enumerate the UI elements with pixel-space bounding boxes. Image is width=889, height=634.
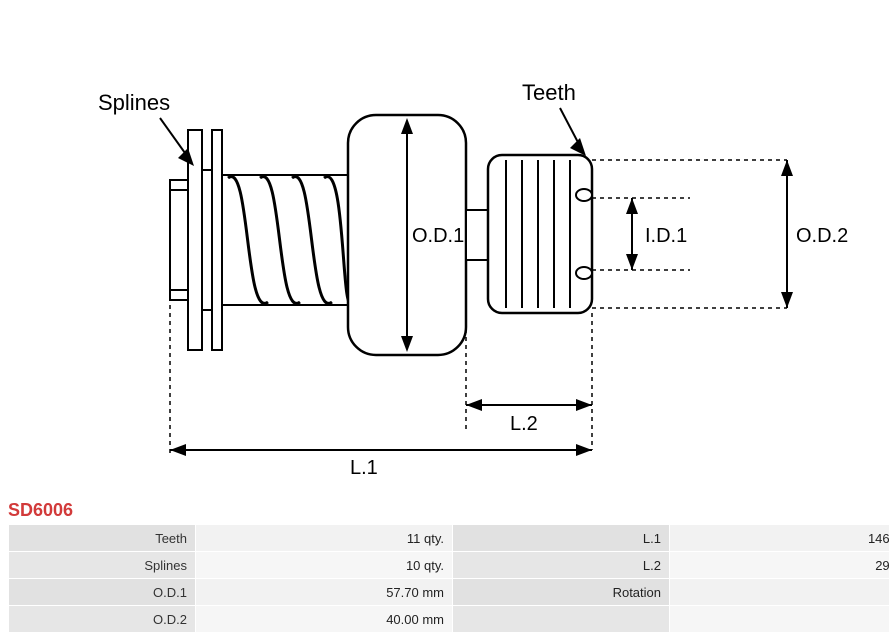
- spec-label: O.D.2: [9, 606, 195, 632]
- label-od2: O.D.2: [796, 225, 848, 247]
- spec-label: [453, 606, 669, 632]
- table-row: O.D.2 40.00 mm: [9, 606, 889, 632]
- table-row: Teeth 11 qty. L.1 146.60 mm: [9, 525, 889, 551]
- spec-label: Teeth: [9, 525, 195, 551]
- spec-value: 29.70 mm: [670, 552, 889, 578]
- table-row: Splines 10 qty. L.2 29.70 mm: [9, 552, 889, 578]
- label-teeth: Teeth: [522, 80, 576, 105]
- spec-value: 57.70 mm: [196, 579, 452, 605]
- spec-value: 11 qty.: [196, 525, 452, 551]
- table-row: O.D.1 57.70 mm Rotation CW: [9, 579, 889, 605]
- label-od1: O.D.1: [412, 225, 464, 247]
- part-code: SD6006: [8, 500, 73, 521]
- diagram-svg: O.D.1 O.D.2 I.D.1 L.2 L.1 Splines Teeth: [0, 10, 889, 490]
- spec-label: Rotation: [453, 579, 669, 605]
- spec-value: CW: [670, 579, 889, 605]
- spec-label: O.D.1: [9, 579, 195, 605]
- label-l1: L.1: [350, 457, 378, 479]
- diagram-area: O.D.1 O.D.2 I.D.1 L.2 L.1 Splines Teeth: [0, 10, 889, 490]
- label-l2: L.2: [510, 413, 538, 435]
- spec-label: Splines: [9, 552, 195, 578]
- spec-value: 40.00 mm: [196, 606, 452, 632]
- label-splines: Splines: [98, 90, 170, 115]
- spec-label: L.2: [453, 552, 669, 578]
- spec-label: L.1: [453, 525, 669, 551]
- label-id1: I.D.1: [645, 225, 687, 247]
- spec-value: 146.60 mm: [670, 525, 889, 551]
- specs-table: Teeth 11 qty. L.1 146.60 mm Splines 10 q…: [8, 524, 889, 633]
- spec-value: 10 qty.: [196, 552, 452, 578]
- spec-value: [670, 606, 889, 632]
